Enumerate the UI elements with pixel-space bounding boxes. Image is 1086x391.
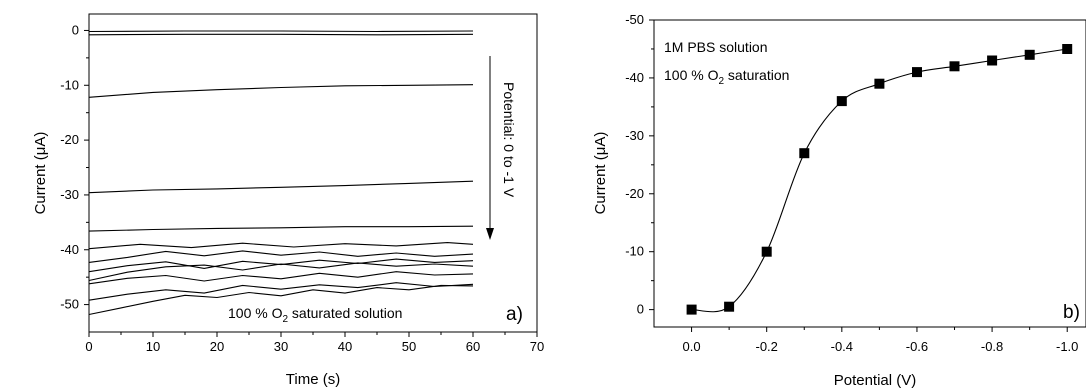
x-tick-label: -1.0 [1056,339,1078,354]
y-axis-title: Current (μA) [32,132,49,215]
y-tick-label: -40 [625,70,644,85]
x-tick-label: 50 [402,339,416,354]
x-tick-label: -0.8 [981,339,1003,354]
data-markers [686,44,1073,315]
y-tick-label: -30 [625,128,644,143]
x-tick-label: -0.2 [755,339,777,354]
panel-label-a: a) [506,304,523,325]
current-trace [88,271,474,285]
y-axis-ticks: 0 -10 -20 -30 -40 -50 [60,22,89,312]
x-tick-label: 0 [85,339,92,354]
y-tick-label: -40 [60,242,79,257]
y-tick-label: -20 [60,132,79,147]
solution-annotation: 100 % O2 saturated solution [228,305,402,325]
data-point [1062,44,1073,54]
current-traces [88,30,474,316]
current-trace [88,180,474,194]
x-tick-label: 40 [338,339,352,354]
data-point [1024,49,1035,60]
panel-label-b: b) [1063,302,1080,323]
data-point [836,96,847,107]
y-tick-label: 0 [637,302,644,317]
current-trace [88,284,474,316]
current-trace [88,258,474,273]
panel-b: 0.0 -0.2 -0.4 -0.6 -0.8 -1.0 0 -10 -20 -30 -40 -50… [592,12,1086,389]
panel-a: 0 10 20 30 40 50 60 70 0 -10 -20 -30 -40 -50 Time (s… [32,13,544,388]
data-point [987,55,998,66]
x-axis-ticks: 0.0 -0.2 -0.4 -0.6 -0.8 -1.0 [683,327,1078,354]
y-axis-title: Current (μA) [592,132,609,215]
x-tick-label: 30 [274,339,288,354]
data-point [949,61,960,72]
current-trace [88,30,474,33]
current-trace [88,282,474,301]
y-axis-ticks: 0 -10 -20 -30 -40 -50 [625,12,654,317]
current-trace [88,242,474,250]
x-tick-label: -0.6 [906,339,928,354]
current-trace [88,262,474,282]
data-point [761,246,772,257]
y-tick-label: -30 [60,187,79,202]
data-point [912,67,922,78]
x-axis-ticks: 0 10 20 30 40 50 60 70 [85,332,544,354]
solution-annotation: 1M PBS solution [664,39,768,55]
y-tick-label: -50 [625,12,644,27]
x-tick-label: -0.4 [831,339,853,354]
current-trace [88,250,474,263]
y-tick-label: -20 [625,186,644,201]
current-trace [88,84,474,98]
x-tick-label: 20 [210,339,224,354]
x-tick-label: 70 [530,339,544,354]
data-point [724,301,735,312]
panel-b-frame [653,19,1086,328]
x-tick-label: 0.0 [683,339,701,354]
y-tick-label: -10 [60,77,79,92]
x-tick-label: 60 [466,339,480,354]
x-tick-label: 10 [146,339,160,354]
current-trace [88,33,474,36]
data-point [686,304,697,315]
data-point [874,78,885,89]
potential-arrow [486,56,494,240]
x-axis-title: Time (s) [286,371,340,388]
x-axis-title: Potential (V) [834,372,917,389]
y-tick-label: -50 [60,297,79,312]
saturation-annotation: 100 % O2 saturation [664,67,789,87]
current-trace [88,225,474,232]
potential-arrow-label: Potential: 0 to -1 V [501,82,517,198]
data-point [799,148,810,159]
fit-curve [691,48,1068,313]
y-tick-label: 0 [72,22,79,37]
y-tick-label: -10 [625,244,644,259]
